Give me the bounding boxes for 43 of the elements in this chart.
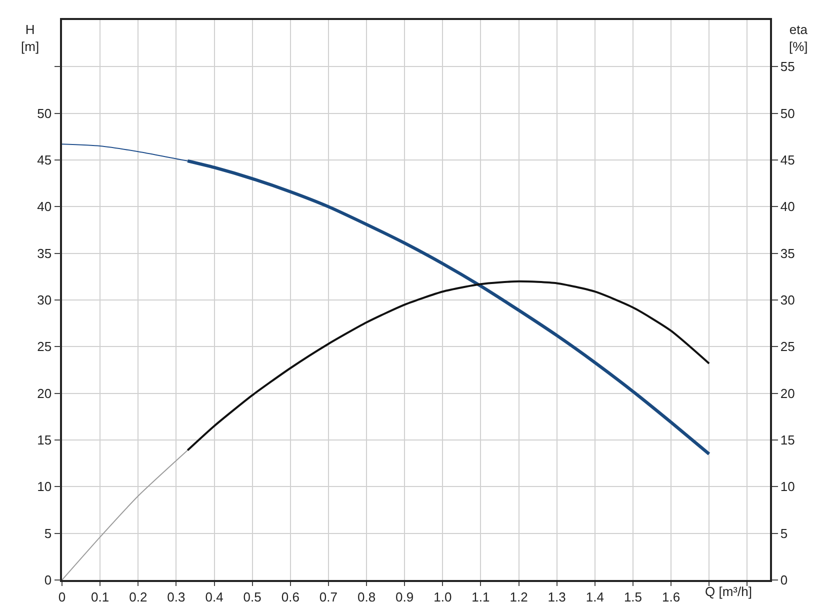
- y2-tick-label: 30: [780, 292, 795, 308]
- x-tick-label: 1.1: [472, 589, 490, 604]
- y2-axis-title: eta [%]: [789, 22, 808, 54]
- x-tick-label: 0.7: [319, 589, 338, 604]
- y2-tick-label: 55: [780, 59, 795, 74]
- x-tick-label: 0.9: [396, 589, 414, 604]
- x-tick-label: 0.1: [91, 589, 110, 604]
- y2-tick-label: 35: [780, 246, 795, 261]
- y2-tick-label: 10: [780, 479, 795, 494]
- x-tick-label: 1.2: [510, 589, 528, 604]
- x-tick-label: 1.3: [548, 589, 566, 604]
- x-axis-title: Q [m³/h]: [705, 584, 752, 599]
- x-tick-label: 1.5: [624, 589, 642, 604]
- x-tick-label: 1.4: [586, 589, 604, 604]
- y-tick-label: 35: [37, 246, 52, 261]
- y-axis-title: H [m]: [21, 22, 40, 54]
- y-tick-label: 0: [44, 572, 52, 588]
- y-tick-label: 20: [37, 386, 52, 401]
- x-tick-label: 0.2: [129, 589, 148, 604]
- x-tick-label: 0.8: [357, 589, 376, 604]
- y-tick-label: 25: [37, 339, 52, 354]
- y2-tick-label: 15: [780, 432, 795, 448]
- y-tick-label: 15: [37, 432, 52, 448]
- y-tick-label: 40: [37, 199, 52, 214]
- x-tick-label: 1.6: [662, 589, 680, 604]
- x-tick-label: 0.4: [205, 589, 224, 604]
- x-tick-label: 1.0: [434, 589, 452, 604]
- y-tick-label: 50: [37, 106, 52, 121]
- y-tick-label: 10: [37, 479, 52, 494]
- y2-tick-label: 45: [780, 152, 795, 168]
- y2-tick-label: 5: [780, 526, 788, 541]
- y2-tick-label: 0: [780, 572, 788, 588]
- y2-tick-label: 25: [780, 339, 795, 354]
- y-tick-label: 45: [37, 152, 52, 168]
- x-tick-label: 0.5: [243, 589, 262, 604]
- y-tick-label: 30: [37, 292, 52, 308]
- y-tick-label: 5: [44, 526, 52, 541]
- y2-tick-label: 50: [780, 106, 795, 121]
- y2-tick-label: 20: [780, 386, 795, 401]
- x-tick-label: 0.6: [281, 589, 300, 604]
- y2-tick-label: 40: [780, 199, 795, 214]
- x-tick-label: 0: [58, 589, 66, 604]
- x-tick-label: 0.3: [167, 589, 186, 604]
